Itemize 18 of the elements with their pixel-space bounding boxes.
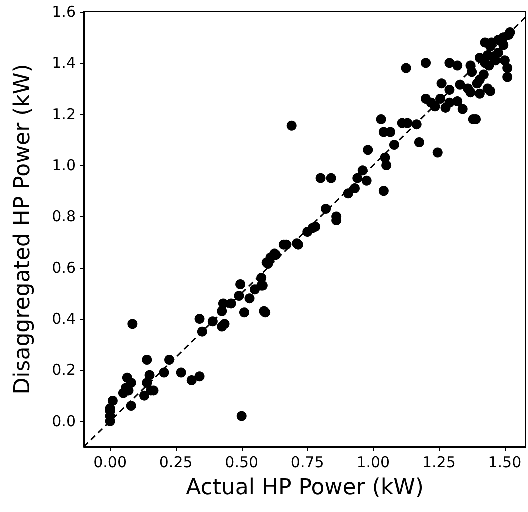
x-tick-label: 0.00 <box>94 454 128 472</box>
y-axis-title: Disaggregated HP Power (kW) <box>10 64 36 395</box>
y-tick-label: 1.4 <box>52 54 76 72</box>
y-tick-label: 0.2 <box>52 361 76 380</box>
x-tick-label: 0.75 <box>290 454 324 472</box>
y-tick-label: 0.4 <box>52 310 76 328</box>
y-tick-label: 1.6 <box>52 3 76 21</box>
y-tick-label: 1.0 <box>52 156 76 175</box>
y-tick-label: 0.6 <box>52 258 76 277</box>
y-tick-label: 1.2 <box>52 105 76 124</box>
x-tick-label: 1.00 <box>356 454 390 472</box>
y-tick-label: 0.0 <box>52 412 76 430</box>
x-tick-label: 1.50 <box>488 454 522 472</box>
x-tick-label: 0.25 <box>159 454 193 472</box>
x-tick-label: 0.50 <box>225 454 259 472</box>
x-tick-label: 1.25 <box>422 454 456 472</box>
y-tick-label: 0.8 <box>52 208 76 226</box>
x-axis-title: Actual HP Power (kW) <box>186 476 424 500</box>
